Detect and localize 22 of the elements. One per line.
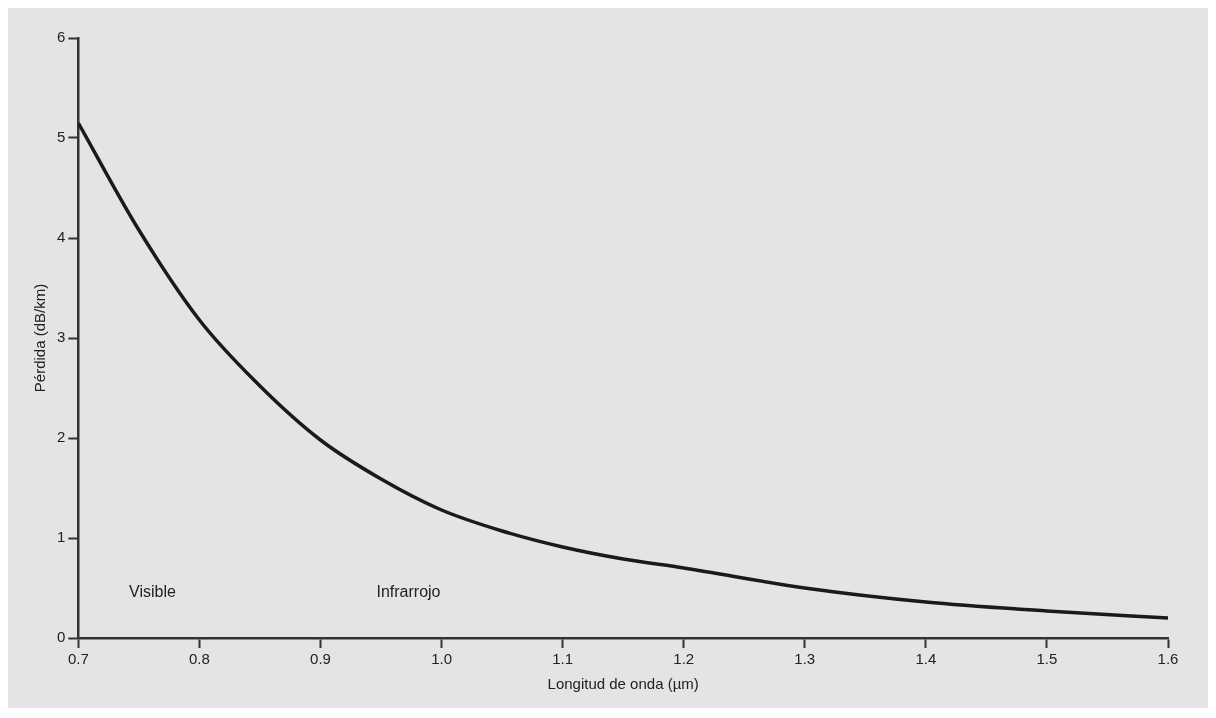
x-tick-label: 0.8 xyxy=(188,650,210,668)
annotation: Infrarrojo xyxy=(376,583,441,601)
y-tick-label: 4 xyxy=(57,228,66,246)
x-tick-label: 1.4 xyxy=(915,650,937,668)
x-tick-label: 1.5 xyxy=(1036,650,1058,668)
y-axis-title: Pérdida (dB/km) xyxy=(31,283,49,393)
x-tick-label: 1.1 xyxy=(552,650,574,668)
y-tick-label: 0 xyxy=(57,628,66,646)
x-tick-label: 1.6 xyxy=(1157,650,1179,668)
x-tick-label: 0.7 xyxy=(67,650,89,668)
y-tick-label: 5 xyxy=(57,128,66,146)
x-tick-label: 1.0 xyxy=(431,650,452,668)
y-tick-label: 2 xyxy=(57,428,66,446)
y-tick-label: 3 xyxy=(57,328,66,346)
annotation: Visible xyxy=(129,583,176,601)
x-tick-label: 1.2 xyxy=(673,650,695,668)
x-tick-label: 0.9 xyxy=(310,650,331,668)
x-tick-label: 1.3 xyxy=(794,650,816,668)
x-axis-title: Longitud de onda (µm) xyxy=(547,675,699,693)
y-tick-label: 6 xyxy=(57,28,66,46)
y-tick-label: 1 xyxy=(57,528,66,546)
line-series xyxy=(78,121,1168,620)
